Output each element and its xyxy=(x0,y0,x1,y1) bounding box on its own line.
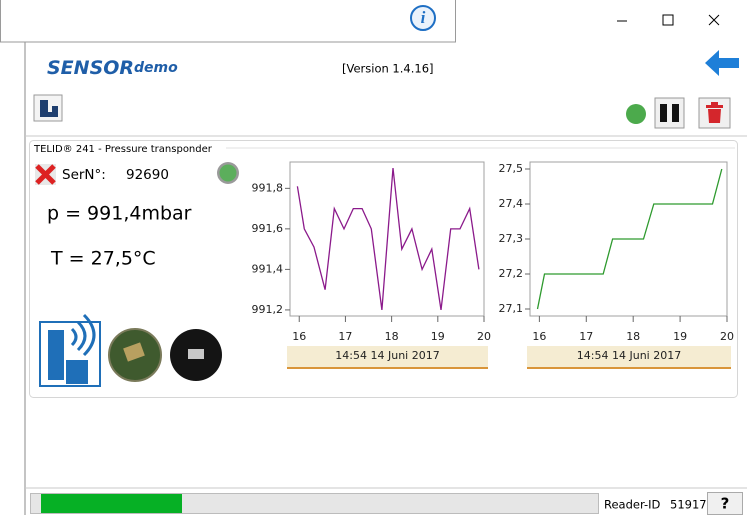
x-tick-label: 16 xyxy=(292,330,306,343)
version: [Version 1.4.16] xyxy=(342,62,434,76)
icon-p xyxy=(66,360,88,384)
trash-icon xyxy=(706,102,723,123)
chip xyxy=(123,342,145,362)
serial-number: 92690 xyxy=(126,167,169,183)
x-axis-label: 14:54 14 Juni 2017 xyxy=(335,349,439,362)
progress-fill xyxy=(41,494,182,513)
y-tick-label: 27,3 xyxy=(499,232,524,245)
x-tick-label: 20 xyxy=(477,330,491,343)
y-tick-label: 27,4 xyxy=(499,197,524,210)
x-tick-label: 18 xyxy=(385,330,399,343)
x-tick-label: 19 xyxy=(431,330,445,343)
temperature-reading: T = 27,5°C xyxy=(50,248,156,270)
sensor-header: TELID® 241 - Pressure transponder xyxy=(33,144,213,155)
pressure-reading: p = 991,4mbar xyxy=(47,203,192,225)
icon-waves xyxy=(70,313,96,357)
serial-label: SerN°: xyxy=(62,167,106,183)
x-label-box xyxy=(287,346,488,367)
x-tick-label: 17 xyxy=(579,330,593,343)
info-icon: i xyxy=(421,8,426,27)
x-axis-label: 14:54 14 Juni 2017 xyxy=(577,349,681,362)
y-tick-label: 27,1 xyxy=(499,302,524,315)
chip xyxy=(188,349,204,359)
info-panel xyxy=(0,0,456,43)
y-tick-label: 991,2 xyxy=(252,303,284,316)
y-tick-label: 991,8 xyxy=(252,181,284,194)
x-tick-label: 16 xyxy=(532,330,546,343)
reader-id: 51917 xyxy=(670,498,707,512)
app-title: SENSORdemo xyxy=(47,57,178,79)
app-title-italic: demo xyxy=(134,60,178,76)
icon-body xyxy=(48,330,64,380)
sensor-led xyxy=(219,164,237,182)
x-tick-label: 19 xyxy=(673,330,687,343)
y-tick-label: 991,4 xyxy=(252,262,284,275)
status-led xyxy=(626,104,646,124)
x-tick-label: 20 xyxy=(720,330,734,343)
app-title-bold: SENSOR xyxy=(47,57,134,79)
save-icon xyxy=(40,100,58,117)
remove-icon xyxy=(35,164,56,185)
y-tick-label: 27,5 xyxy=(499,162,524,175)
close-button[interactable] xyxy=(708,14,720,26)
x-label-box xyxy=(527,346,731,367)
y-tick-label: 991,6 xyxy=(252,222,284,235)
info-button[interactable] xyxy=(410,5,436,31)
x-tick-label: 17 xyxy=(338,330,352,343)
y-tick-label: 27,2 xyxy=(499,267,524,280)
back-arrow xyxy=(705,50,739,76)
pause-bar xyxy=(672,104,679,122)
data-line xyxy=(296,168,480,310)
data-line xyxy=(536,168,723,310)
pause-button[interactable] xyxy=(654,97,685,129)
reader-label: Reader-ID xyxy=(604,498,661,512)
maximize-button[interactable] xyxy=(662,14,674,26)
pause-bar xyxy=(660,104,667,122)
help-label: ? xyxy=(721,495,730,513)
x-tick-label: 18 xyxy=(626,330,640,343)
